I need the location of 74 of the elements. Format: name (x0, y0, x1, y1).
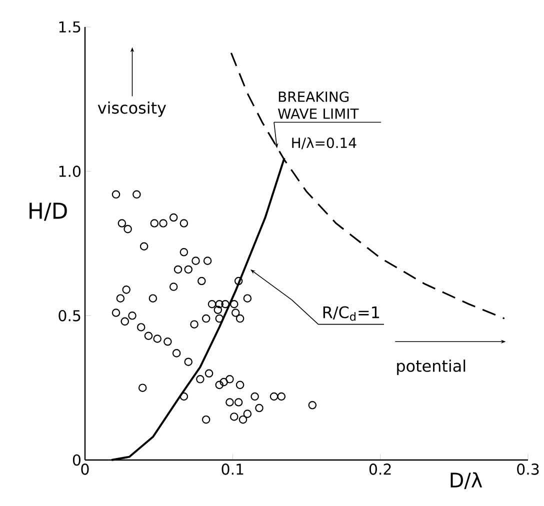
point (112, 308, 120, 317)
annotation: R/C$_{d}$=1 (323, 306, 380, 321)
point (202, 314, 210, 323)
point (192, 256, 200, 265)
point (159, 219, 168, 228)
point (138, 384, 147, 392)
point (196, 375, 204, 384)
annotation: BREAKING WAVE LIMIT (278, 91, 359, 119)
y-tick-label: 1.5 (59, 21, 80, 33)
point (255, 404, 264, 412)
point (214, 306, 222, 314)
point (234, 276, 243, 286)
x-axis-title: D/λ (450, 472, 482, 490)
point (208, 300, 216, 308)
point (236, 380, 244, 390)
point (116, 294, 125, 302)
y-tick-label: 0.5 (58, 310, 80, 322)
point (184, 265, 193, 274)
point (172, 349, 181, 358)
annotation: viscosity (98, 101, 166, 117)
x-tick-label: 0.1 (222, 464, 244, 475)
point (308, 401, 317, 410)
point (270, 392, 278, 401)
point (215, 300, 224, 308)
point (220, 378, 228, 386)
point (136, 323, 146, 332)
point (243, 410, 252, 418)
point (148, 294, 158, 302)
point (144, 332, 153, 340)
point (215, 380, 224, 390)
point (277, 392, 286, 401)
point (132, 190, 141, 199)
point (169, 282, 178, 291)
annotation: H/λ=0.14 (292, 137, 356, 150)
x-tick-label: 0.3 (517, 464, 539, 475)
point (180, 248, 188, 256)
point (140, 242, 148, 251)
point (226, 398, 234, 406)
point (203, 256, 212, 265)
point (221, 300, 230, 308)
point (180, 219, 188, 228)
y-tick-label: 0 (72, 454, 80, 466)
point (198, 276, 206, 286)
point (118, 219, 126, 228)
point (112, 190, 120, 199)
point (150, 219, 159, 228)
point (180, 392, 188, 401)
x-tick-label: 0 (81, 464, 89, 475)
point (238, 415, 248, 424)
point (169, 213, 178, 222)
point (250, 392, 259, 401)
annotation: potential (397, 360, 466, 376)
point (120, 317, 130, 326)
point (230, 412, 238, 421)
point (124, 224, 132, 234)
point (230, 300, 238, 308)
point (234, 398, 243, 406)
x-tick-label: 0.2 (369, 464, 391, 475)
y-tick-label: 1.0 (59, 166, 80, 177)
point (153, 334, 162, 343)
point (243, 294, 252, 302)
point (236, 314, 244, 323)
point (226, 375, 234, 384)
point (190, 320, 198, 328)
point (204, 369, 214, 378)
point (174, 265, 182, 274)
point (184, 358, 193, 366)
point (122, 286, 130, 294)
point (128, 312, 136, 320)
point (202, 415, 210, 424)
point (231, 308, 240, 317)
y-axis-title: H/D (30, 202, 67, 221)
point (164, 338, 172, 346)
point (215, 314, 224, 323)
